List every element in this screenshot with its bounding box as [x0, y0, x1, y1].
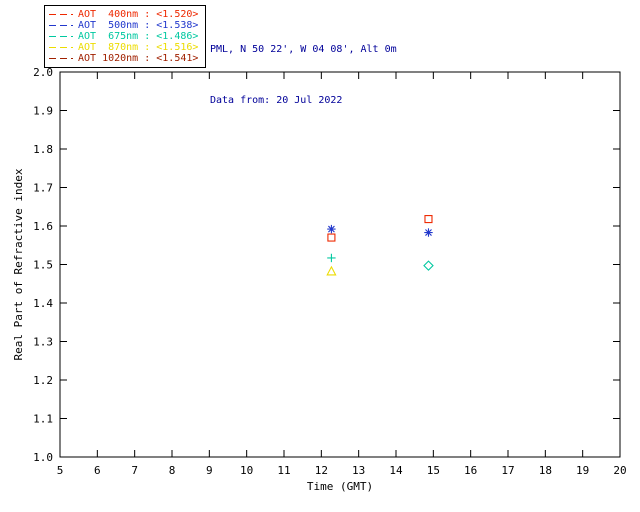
marker-asterisk	[424, 228, 433, 237]
legend-line-sample	[49, 36, 73, 37]
legend-line-sample	[49, 14, 73, 15]
data-date: Data from: 20 Jul 2022	[210, 95, 343, 106]
marker-diamond	[423, 260, 434, 271]
marker-asterisk	[327, 224, 336, 234]
legend-item-4: AOT 1020nm : <1.541>	[49, 53, 198, 64]
x-tick-label: 19	[576, 464, 589, 477]
legend-item-label: AOT 400nm : <1.520>	[78, 9, 199, 20]
marker-square	[327, 233, 336, 242]
x-tick-label: 6	[94, 464, 101, 477]
y-tick-label: 1.0	[33, 451, 53, 464]
y-axis-title: Real Part of Refractive index	[12, 168, 25, 360]
x-tick-label: 14	[389, 464, 403, 477]
y-tick-label: 1.8	[33, 143, 53, 156]
legend-item-1: AOT 500nm : <1.538>	[49, 20, 198, 31]
legend-item-label: AOT 1020nm : <1.541>	[78, 53, 199, 64]
x-tick-label: 5	[57, 464, 64, 477]
marker-square	[424, 215, 433, 224]
x-tick-label: 10	[240, 464, 253, 477]
y-tick-label: 1.7	[33, 182, 53, 195]
y-tick-label: 1.2	[33, 374, 53, 387]
legend-item-2: AOT 675nm : <1.486>	[49, 31, 198, 42]
x-tick-label: 7	[131, 464, 138, 477]
y-axis: 1.0 1.1 1.2 1.3 1.4 1.5 1.6 1.7 1.8 1.9 2.0	[33, 66, 620, 464]
legend-item-label: AOT 870nm : <1.516>	[78, 42, 199, 53]
y-tick-label: 1.3	[33, 336, 53, 349]
x-tick-label: 17	[501, 464, 514, 477]
marker-triangle	[326, 265, 337, 276]
legend-item-3: AOT 870nm : <1.516>	[49, 42, 198, 53]
y-tick-label: 1.6	[33, 220, 53, 233]
x-tick-label: 12	[315, 464, 328, 477]
y-tick-label: 2.0	[33, 66, 53, 79]
y-tick-label: 1.9	[33, 105, 53, 118]
legend-box: AOT 400nm : <1.520> AOT 500nm : <1.538> AO…	[44, 5, 207, 68]
x-tick-label: 16	[464, 464, 477, 477]
marker-plus	[327, 253, 336, 263]
x-tick-label: 20	[613, 464, 626, 477]
x-axis-title: Time (GMT)	[307, 480, 373, 493]
x-tick-label: 18	[539, 464, 552, 477]
legend-line-sample	[49, 25, 73, 26]
x-axis: 5 6 7 8 9 10 11 12 13 14 15 16 17 18 19 20	[57, 72, 627, 477]
x-tick-label: 9	[206, 464, 213, 477]
y-tick-label: 1.1	[33, 413, 53, 426]
legend-line-sample	[49, 47, 73, 48]
legend-item-label: AOT 500nm : <1.538>	[78, 20, 199, 31]
station-location: PML, N 50 22', W 04 08', Alt 0m	[210, 44, 397, 55]
y-tick-label: 1.5	[33, 259, 53, 272]
y-tick-label: 1.4	[33, 297, 53, 310]
legend-item-0: AOT 400nm : <1.520>	[49, 9, 198, 20]
legend-item-label: AOT 675nm : <1.486>	[78, 31, 199, 42]
x-tick-label: 8	[169, 464, 176, 477]
legend-line-sample	[49, 58, 73, 59]
x-tick-label: 13	[352, 464, 365, 477]
x-tick-label: 11	[277, 464, 290, 477]
header-info: PML, N 50 22', W 04 08', Alt 0m Data fro…	[210, 7, 397, 143]
x-tick-label: 15	[427, 464, 440, 477]
